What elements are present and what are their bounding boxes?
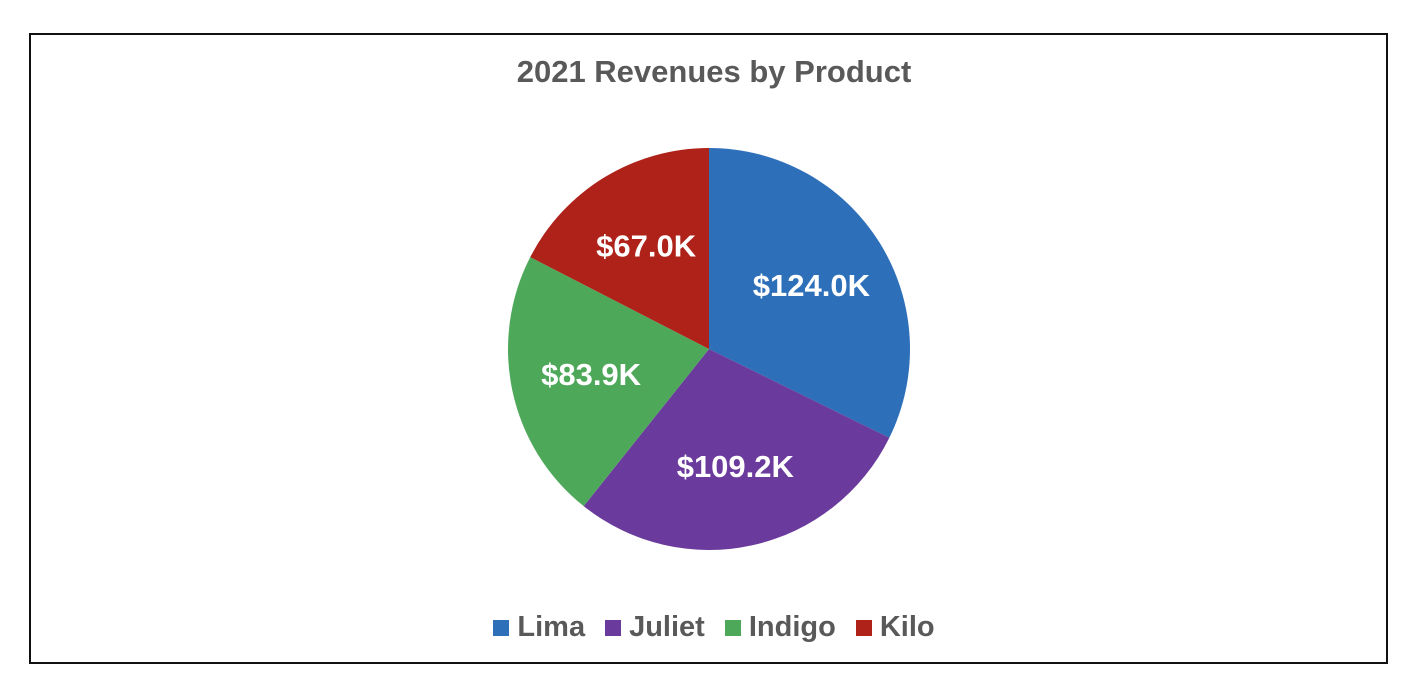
legend-item-lima: Lima [493, 611, 585, 644]
pie-slice-lima [709, 148, 910, 438]
legend-swatch-kilo [855, 619, 872, 636]
data-label-juliet: $109.2K [677, 449, 795, 484]
chart-title: 2021 Revenues by Product [516, 54, 912, 89]
legend-item-kilo: Kilo [855, 611, 935, 644]
legend-swatch-lima [493, 619, 510, 636]
chart-legend: Lima Juliet Indigo Kilo [0, 611, 1428, 644]
pie-slice-juliet [583, 349, 890, 551]
legend-item-indigo: Indigo [724, 611, 836, 644]
pie-slice-indigo [507, 257, 709, 507]
legend-label-kilo: Kilo [879, 611, 935, 643]
pie-slice-kilo [530, 148, 709, 349]
legend-swatch-indigo [724, 619, 741, 636]
data-label-lima: $124.0K [753, 268, 871, 303]
legend-swatch-juliet [605, 619, 622, 636]
data-label-kilo: $67.0K [596, 229, 697, 264]
legend-item-juliet: Juliet [605, 611, 705, 644]
legend-label-lima: Lima [517, 611, 586, 643]
legend-label-indigo: Indigo [748, 611, 836, 643]
legend-label-juliet: Juliet [629, 611, 705, 643]
data-label-indigo: $83.9K [541, 357, 642, 392]
